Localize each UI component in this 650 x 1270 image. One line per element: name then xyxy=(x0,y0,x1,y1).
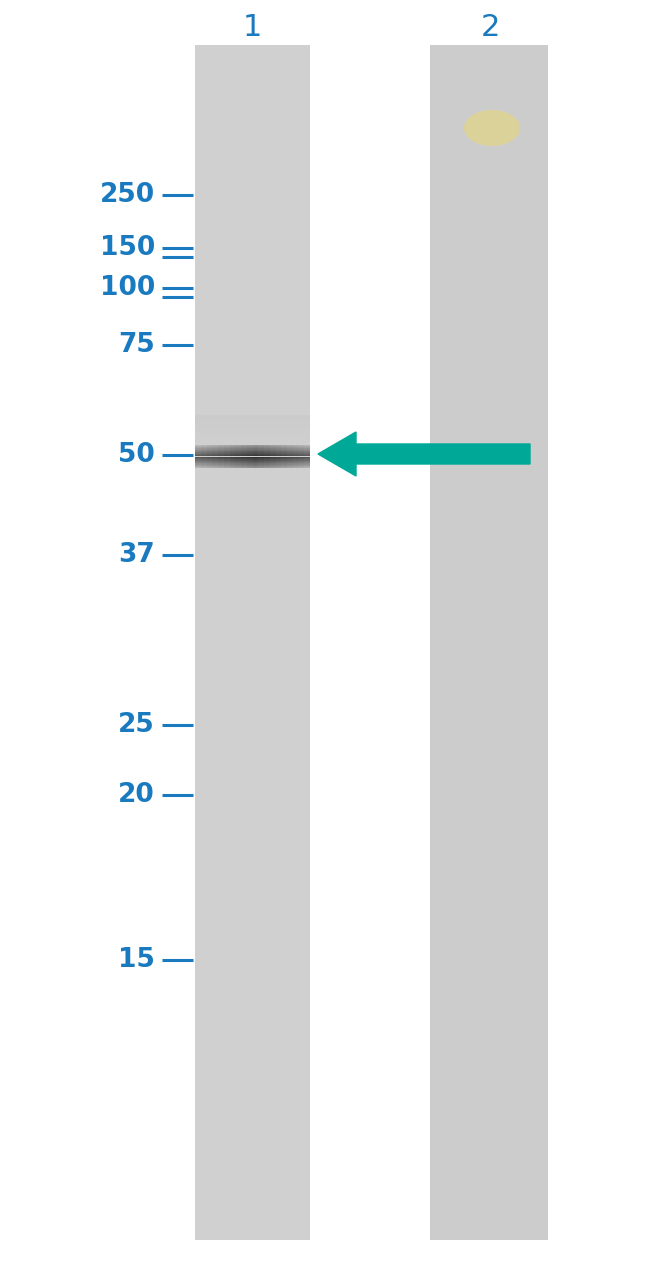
Bar xyxy=(195,418,310,420)
Bar xyxy=(195,424,310,427)
Bar xyxy=(195,415,310,418)
Text: 75: 75 xyxy=(118,331,155,358)
Text: 150: 150 xyxy=(99,235,155,262)
Text: 2: 2 xyxy=(480,14,500,42)
Text: 250: 250 xyxy=(100,182,155,208)
Bar xyxy=(195,436,310,439)
Bar xyxy=(195,442,310,444)
FancyArrow shape xyxy=(318,432,530,476)
Bar xyxy=(195,433,310,436)
Text: 50: 50 xyxy=(118,442,155,469)
Text: 20: 20 xyxy=(118,782,155,808)
Bar xyxy=(195,427,310,431)
Bar xyxy=(195,431,310,433)
Text: 100: 100 xyxy=(99,276,155,301)
Ellipse shape xyxy=(464,110,520,146)
Bar xyxy=(195,44,310,1240)
Text: 1: 1 xyxy=(242,14,262,42)
Text: 25: 25 xyxy=(118,712,155,738)
Text: 37: 37 xyxy=(118,542,155,568)
Text: 15: 15 xyxy=(118,947,155,973)
Bar xyxy=(195,439,310,442)
Bar xyxy=(195,420,310,424)
Bar xyxy=(430,44,548,1240)
